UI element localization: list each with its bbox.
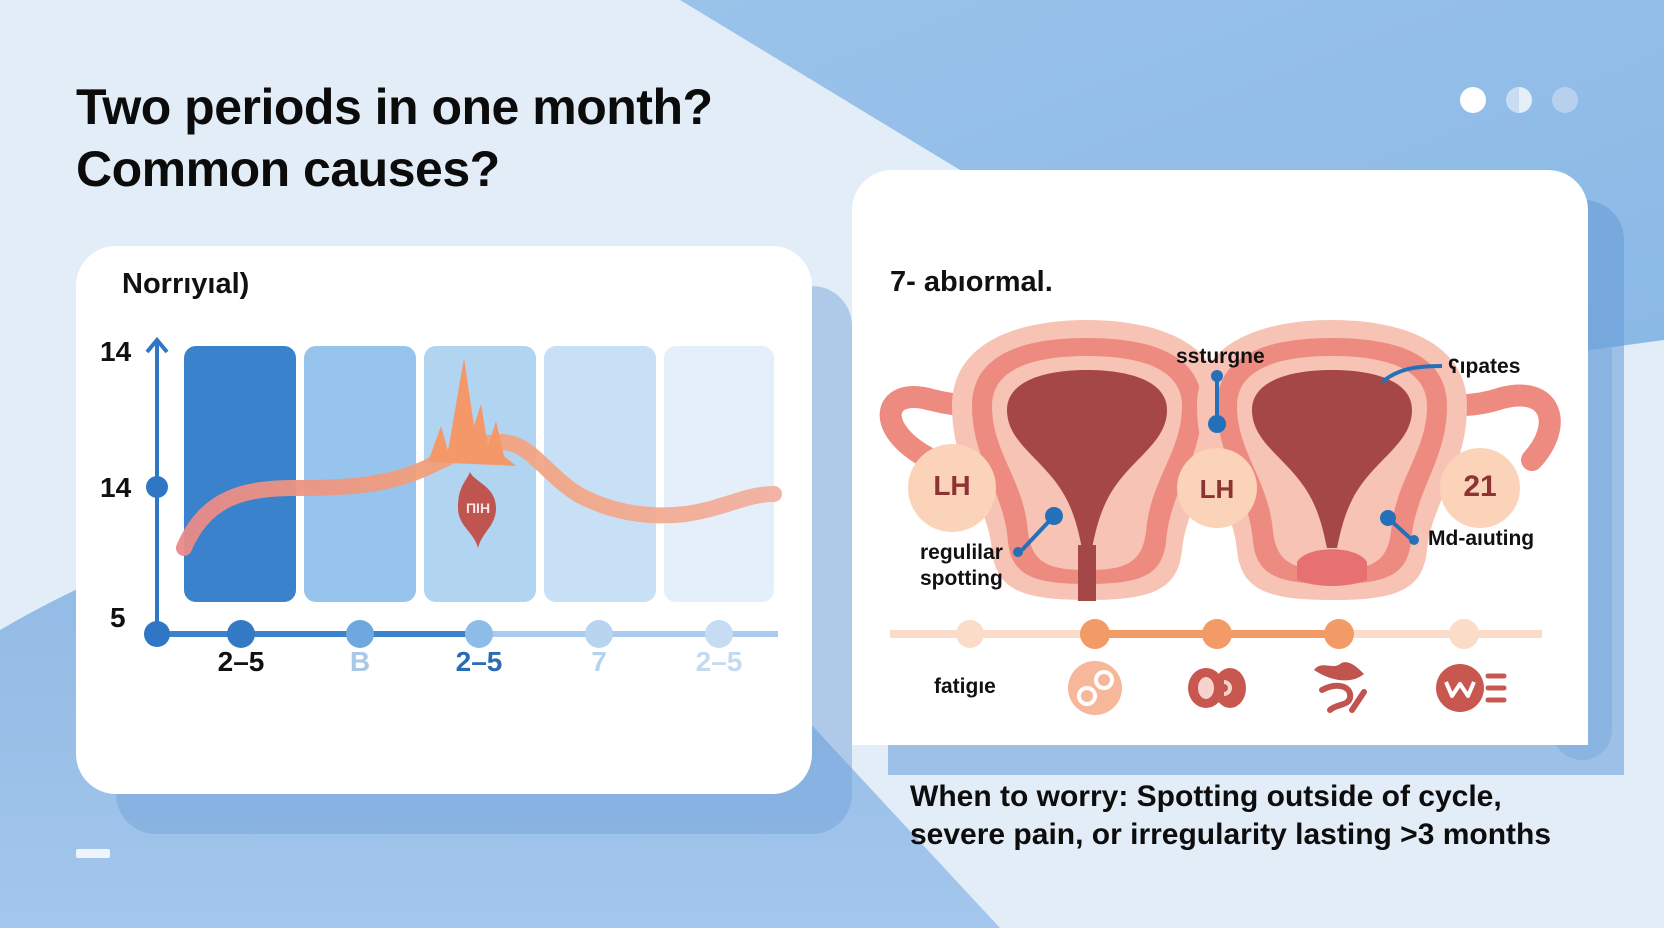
label-mid-cycle: Md-aıuting: [1428, 527, 1535, 550]
phase-bar-5: [664, 346, 774, 602]
uterus-left: [952, 320, 1222, 601]
x-tick-2: B: [349, 646, 371, 677]
kidney-icon: [1188, 668, 1246, 708]
badge-label-lh-center: LH: [1199, 474, 1235, 504]
badge-label-lh-left: LH: [933, 470, 971, 501]
phase-bar-3: [424, 346, 536, 602]
uterus-diagram: [879, 320, 1561, 715]
ovulation-marker-label: ΠIH: [465, 500, 491, 516]
y-tick-middle: 14: [100, 472, 132, 503]
label-spotting: spotting: [920, 567, 1003, 590]
timeline-node-5: [1449, 619, 1479, 649]
x-tick-1: 2–5: [217, 646, 265, 677]
timeline-node-2: [1080, 619, 1110, 649]
label-fatigue: fatigıe: [934, 675, 996, 698]
title-line-2: Common causes?: [76, 141, 500, 197]
pagination-dot-2[interactable]: [1506, 87, 1532, 113]
page-title: Two periods in one month? Common causes?: [76, 76, 713, 200]
y-tick-top: 14: [100, 336, 132, 367]
phase-bar-4: [544, 346, 656, 602]
slide-indicator-dash: [76, 849, 110, 858]
day-21-badge: [1440, 448, 1520, 528]
cycle-chart: [144, 336, 782, 648]
warning-line-2: severe pain, or irregularity lasting >3 …: [910, 818, 1552, 851]
label-surge: ssturgne: [1176, 345, 1265, 368]
normal-card-heading: Norrıyıal): [122, 268, 250, 300]
pagination-dots: [1460, 87, 1578, 113]
pagination-dot-3[interactable]: [1552, 87, 1578, 113]
infinity-icon: [1068, 661, 1122, 715]
phase-bar-1: [184, 346, 296, 602]
x-tick-5: 2–5: [695, 646, 743, 677]
normal-cycle-card: Norrıyıal) 14 14 5: [76, 246, 812, 794]
abnormal-card-heading: 7- abıormal.: [890, 266, 1053, 298]
x-tick-3: 2–5: [455, 646, 503, 677]
timeline-node-3: [1202, 619, 1232, 649]
x-tick-4: 7: [591, 646, 607, 677]
phase-bar-2: [304, 346, 416, 602]
badge-label-21: 21: [1463, 470, 1497, 503]
label-irregular: regulilar: [920, 541, 1003, 564]
abnormal-cycle-card: 7- abıormal.: [852, 170, 1588, 745]
lh-surge-peak: [428, 358, 516, 466]
pagination-dot-1[interactable]: [1460, 87, 1486, 113]
wave-menu-icon: [1436, 664, 1507, 712]
gut-icon: [1314, 662, 1367, 713]
timeline-node-1: [956, 620, 984, 648]
warning-note: When to worry: Spotting outside of cycle…: [910, 778, 1610, 854]
label-updates: ʕıpates: [1448, 355, 1521, 378]
ovulation-marker-icon: [458, 472, 496, 548]
timeline-node-4: [1324, 619, 1354, 649]
title-line-1: Two periods in one month?: [76, 79, 713, 135]
warning-line-1: When to worry: Spotting outside of cycle…: [910, 780, 1502, 813]
y-axis-arrow-icon: [145, 336, 169, 354]
lh-badge-center: [1177, 448, 1257, 528]
lh-badge-left: [908, 444, 996, 532]
y-tick-bottom: 5: [110, 602, 126, 633]
